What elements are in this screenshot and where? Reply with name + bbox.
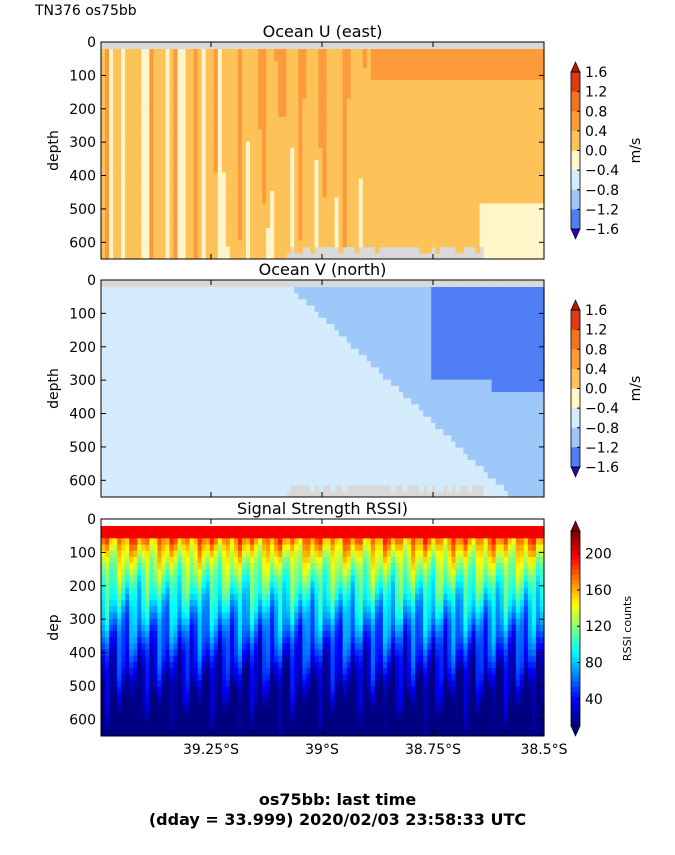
colorbar-extend-top bbox=[570, 299, 581, 311]
colorbar-tick-label: −0.4 bbox=[585, 401, 619, 417]
colorbar-tick-label: −1.2 bbox=[585, 440, 619, 456]
colorbar-frame bbox=[570, 530, 581, 727]
plot-panel-1: Ocean U (east) 0 100 200 300 400 500 600 depth 1.… bbox=[46, 22, 644, 260]
y-tick-label: 600 bbox=[69, 235, 96, 251]
y-tick-label: 400 bbox=[69, 407, 96, 423]
colorbar-tick-label: 0.8 bbox=[585, 342, 607, 358]
y-tick-label: 200 bbox=[69, 579, 96, 595]
x-tick-label: 39°S bbox=[305, 742, 339, 758]
y-tick-label: 300 bbox=[69, 373, 96, 389]
footer-line-1: os75bb: last time bbox=[258, 790, 417, 809]
y-tick-label: 400 bbox=[69, 169, 96, 185]
colorbar-label: m/s bbox=[628, 138, 644, 164]
colorbar-tick-label: 200 bbox=[585, 547, 612, 563]
y-axis-label: depth bbox=[46, 130, 62, 171]
colorbar-tick-label: 1.6 bbox=[585, 303, 607, 319]
y-axis-label: depth bbox=[46, 368, 62, 409]
colorbar-tick-label: −1.2 bbox=[585, 202, 619, 218]
heatmap-cells bbox=[101, 287, 545, 497]
colorbar-extend-bottom bbox=[570, 725, 581, 737]
colorbar-tick-label: −0.4 bbox=[585, 163, 619, 179]
x-tick-label: 38.75°S bbox=[405, 742, 461, 758]
panel-title: Signal Strength RSSI) bbox=[237, 499, 408, 518]
y-tick-label: 0 bbox=[87, 35, 96, 51]
y-tick-label: 100 bbox=[69, 306, 96, 322]
y-tick-label: 400 bbox=[69, 646, 96, 662]
y-axis-label: dep bbox=[46, 614, 62, 641]
colorbar-extend-top bbox=[570, 520, 581, 532]
y-tick-label: 300 bbox=[69, 135, 96, 151]
panel-title: Ocean U (east) bbox=[263, 22, 383, 41]
colorbar-extend-bottom bbox=[570, 466, 581, 478]
colorbar: 1.6 1.2 0.8 0.4 0.0 −0.4 −0.8 −1.2 −1.6 m/s bbox=[570, 299, 644, 478]
colorbar-tick-label: 80 bbox=[585, 656, 603, 672]
colorbar-label: m/s bbox=[628, 376, 644, 402]
y-tick-label: 0 bbox=[87, 273, 96, 289]
colorbar-tick-label: 0.0 bbox=[585, 144, 607, 160]
colorbar: 200 160 120 80 40 RSSI counts bbox=[570, 520, 634, 737]
y-tick-label: 100 bbox=[69, 545, 96, 561]
y-tick-label: 300 bbox=[69, 612, 96, 628]
colorbar-tick-label: 1.2 bbox=[585, 85, 607, 101]
y-tick-label: 600 bbox=[69, 473, 96, 489]
colorbar-tick-label: 1.6 bbox=[585, 65, 607, 81]
colorbar-tick-label: 1.2 bbox=[585, 323, 607, 339]
x-tick-label: 39.25°S bbox=[183, 742, 239, 758]
heatmap-cells bbox=[101, 526, 545, 736]
colorbar-tick-label: 0.4 bbox=[585, 362, 607, 378]
heatmap-cells bbox=[101, 49, 545, 259]
colorbar-tick-label: 0.0 bbox=[585, 382, 607, 398]
y-tick-label: 500 bbox=[69, 440, 96, 456]
colorbar-tick-label: 160 bbox=[585, 583, 612, 599]
footer-line-2: (dday = 33.999) 2020/02/03 23:58:33 UTC bbox=[148, 810, 527, 829]
colorbar-tick-label: 0.8 bbox=[585, 104, 607, 120]
colorbar-tick-label: 40 bbox=[585, 692, 603, 708]
y-tick-label: 500 bbox=[69, 202, 96, 218]
colorbar-extend-top bbox=[570, 61, 581, 73]
corner-label: TN376 os75bb bbox=[35, 3, 137, 19]
colorbar-extend-bottom bbox=[570, 228, 581, 240]
y-tick-label: 500 bbox=[69, 679, 96, 695]
colorbar-tick-label: −0.8 bbox=[585, 183, 619, 199]
colorbar: 1.6 1.2 0.8 0.4 0.0 −0.4 −0.8 −1.2 −1.6 m/s bbox=[570, 61, 644, 240]
panel-title: Ocean V (north) bbox=[259, 260, 387, 279]
colorbar-tick-label: 120 bbox=[585, 619, 612, 635]
colorbar-tick-label: 0.4 bbox=[585, 124, 607, 140]
y-tick-label: 200 bbox=[69, 340, 96, 356]
x-tick-label: 38.5°S bbox=[520, 742, 567, 758]
colorbar-tick-label: −1.6 bbox=[585, 222, 619, 238]
colorbar-label: RSSI counts bbox=[621, 596, 634, 661]
colorbar-tick-label: −1.6 bbox=[585, 460, 619, 476]
y-tick-label: 100 bbox=[69, 68, 96, 84]
colorbar-tick-label: −0.8 bbox=[585, 421, 619, 437]
plot-panel-3: Signal Strength RSSI) 0 100 200 300 400 500 600… bbox=[46, 499, 634, 758]
y-tick-label: 0 bbox=[87, 512, 96, 528]
plot-panel-2: Ocean V (north) 0 100 200 300 400 500 600 depth 1… bbox=[46, 260, 644, 498]
y-tick-label: 200 bbox=[69, 102, 96, 118]
y-tick-label: 600 bbox=[69, 712, 96, 728]
